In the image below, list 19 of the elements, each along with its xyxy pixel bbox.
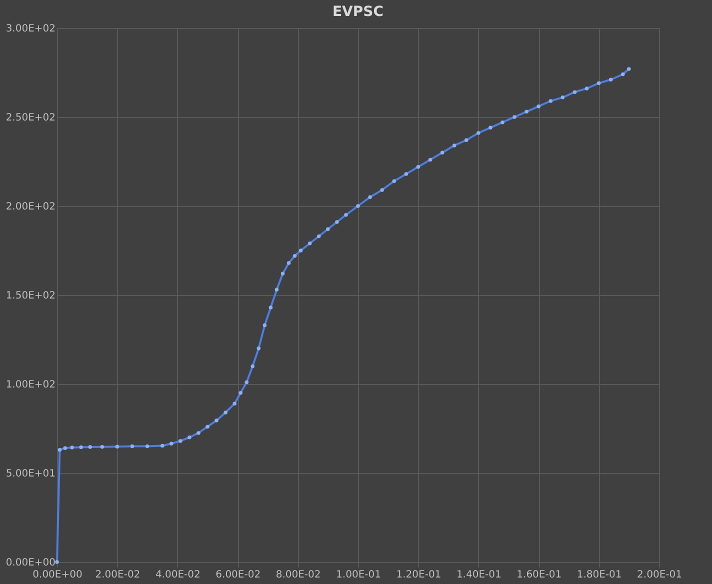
x-tick-label: 1.80E-01 xyxy=(576,570,622,580)
x-tick-label: 1.40E-01 xyxy=(456,570,502,580)
x-tick-label: 1.00E-01 xyxy=(336,570,381,580)
y-tick-label: 2.00E+02 xyxy=(6,202,56,212)
x-tick-label: 8.00E-02 xyxy=(276,570,321,580)
y-tick-label: 3.00E+02 xyxy=(6,24,56,34)
x-tick-label: 2.00E-01 xyxy=(637,570,682,580)
x-tick-label: 2.00E-02 xyxy=(95,570,140,580)
y-tick-label: 5.00E+01 xyxy=(6,468,56,480)
x-tick-label: 1.60E-01 xyxy=(516,570,562,580)
x-tick-label: 0.00E+00 xyxy=(32,570,82,580)
y-tick-label: 1.50E+02 xyxy=(6,290,56,302)
y-tick-label: 2.50E+02 xyxy=(6,112,56,124)
chart-title: EVPSC xyxy=(332,4,384,20)
y-tick-label: 0.00E+00 xyxy=(6,558,56,568)
y-tick-label: 1.00E+02 xyxy=(6,380,56,390)
x-tick-label: 1.20E-01 xyxy=(396,570,442,580)
x-tick-label: 4.00E-02 xyxy=(155,570,200,580)
x-tick-label: 6.00E-02 xyxy=(216,570,261,580)
